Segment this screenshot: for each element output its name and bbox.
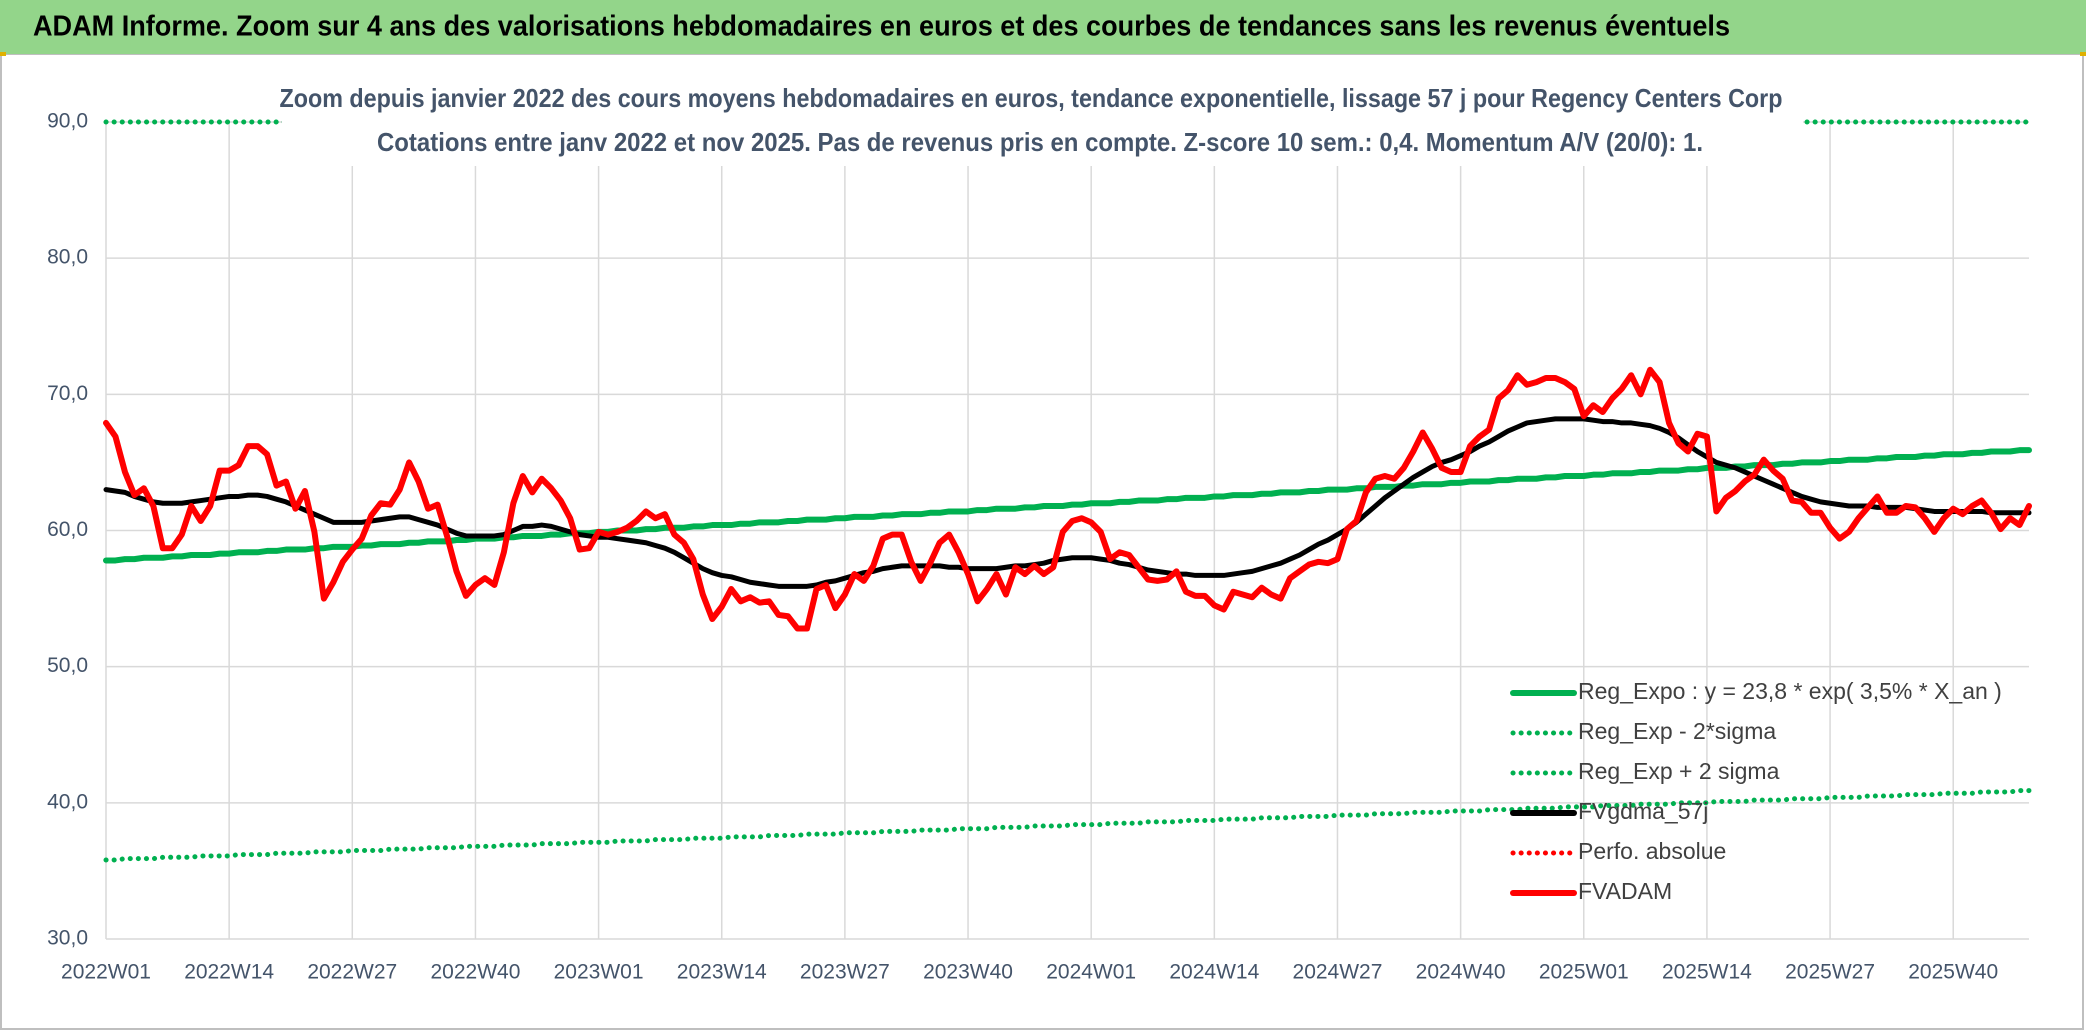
corner (0, 52, 6, 56)
y-tick-label: 80,0 (47, 246, 88, 269)
legend-label: Reg_Exp - 2*sigma (1578, 718, 1776, 744)
x-tick-label: 2024W01 (1046, 961, 1136, 984)
title-box (282, 78, 1803, 166)
x-tick-label: 2024W14 (1169, 961, 1259, 984)
y-tick-label: 50,0 (47, 654, 88, 677)
x-tick-label: 2025W14 (1662, 961, 1752, 984)
y-tick-label: 30,0 (47, 927, 88, 950)
series-line (103, 366, 2032, 632)
x-tick-label: 2023W01 (554, 961, 644, 984)
legend-label: FVADAM (1578, 878, 1672, 904)
x-tick-label: 2022W01 (61, 961, 151, 984)
x-tick-label: 2025W01 (1539, 961, 1629, 984)
y-tick-label: 60,0 (47, 518, 88, 541)
x-tick-label: 2023W40 (923, 961, 1013, 984)
legend-label: Perfo. absolue (1578, 838, 1726, 864)
header-title: ADAM Informe. Zoom sur 4 ans des valoris… (33, 11, 1730, 43)
chart-title: Zoom depuis janvier 2022 des cours moyen… (280, 83, 1783, 113)
y-tick-label: 70,0 (47, 382, 88, 405)
legend-label: Reg_Expo : y = 23,8 * exp( 3,5% * X_an ) (1578, 678, 2002, 704)
chart-subtitle: Cotations entre janv 2022 et nov 2025. P… (377, 127, 1703, 157)
series-line (103, 788, 2032, 863)
legend: Reg_Expo : y = 23,8 * exp( 3,5% * X_an )… (1510, 678, 2002, 904)
x-tick-label: 2022W14 (184, 961, 274, 984)
header-bar (0, 0, 2086, 54)
legend-label: Reg_Exp + 2 sigma (1578, 758, 1780, 784)
legend-label: FVgdma_57j (1578, 798, 1708, 824)
x-tick-label: 2023W27 (800, 961, 890, 984)
x-tick-label: 2023W14 (677, 961, 767, 984)
corner (2080, 52, 2086, 56)
x-tick-label: 2022W27 (307, 961, 397, 984)
x-tick-label: 2022W40 (430, 961, 520, 984)
x-tick-label: 2025W27 (1785, 961, 1875, 984)
y-tick-label: 40,0 (47, 790, 88, 813)
x-tick-label: 2024W40 (1416, 961, 1506, 984)
y-tick-label: 90,0 (47, 110, 88, 133)
x-tick-label: 2024W27 (1293, 961, 1383, 984)
x-tick-label: 2025W40 (1908, 961, 1998, 984)
